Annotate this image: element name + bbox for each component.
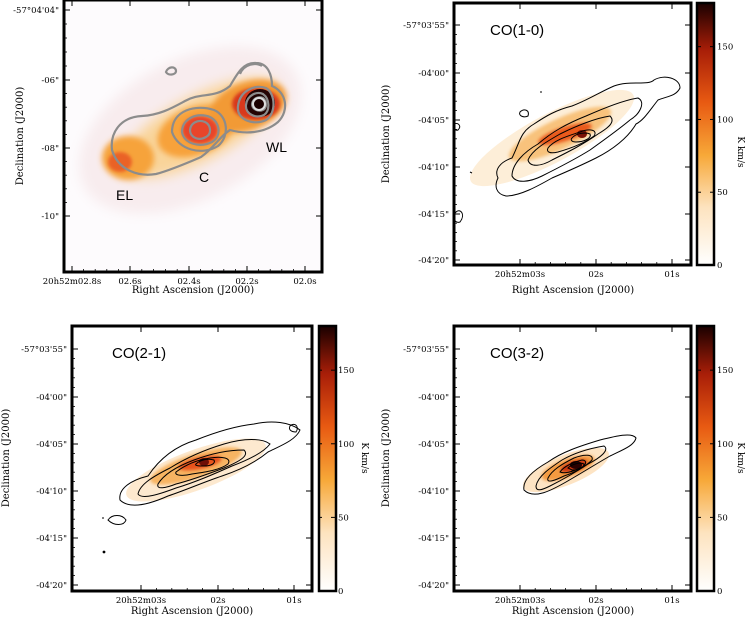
y-tick-label: -10" [41,212,59,222]
panel-co21: CO(2-1) K km/s [70,324,369,593]
x-axis-title: Right Ascension (J2000) [131,606,253,617]
colorbar-tick-label: 100 [338,440,354,450]
co32-title: CO(3-2) [490,345,544,362]
y-tick-label: -04'00" [418,69,449,79]
x-axis-title: Right Ascension (J2000) [132,285,254,296]
x-tick-label: 02s [210,596,225,606]
x-tick-label: 20h52m02.8s [43,277,101,287]
colorbar-tick-label: 150 [717,43,733,53]
panel-continuum: EL C WL [62,0,324,274]
co21-frame [70,324,314,593]
co21-colorbar-label: K km/s [359,442,369,474]
y-tick-label: -04'10" [36,487,67,497]
x-tick-label: 02s [588,596,603,606]
colorbar-tick-label: 0 [717,587,722,597]
colorbar-tick-label: 150 [717,366,733,376]
co10-title: CO(1-0) [490,22,544,39]
y-tick-label: -04'05" [418,440,449,450]
y-axis-title: Declination (J2000) [381,409,392,508]
co32-emission [522,447,610,493]
region-label-wl: WL [266,139,287,155]
x-tick-label: 01s [664,596,679,606]
co21-colorbar [319,326,336,591]
colorbar-tick-label: 0 [717,261,722,271]
co21-title: CO(2-1) [112,345,166,362]
co32-contours [523,434,637,495]
colorbar-tick-label: 50 [338,513,349,523]
region-label-el: EL [116,187,133,203]
y-tick-label: -04'10" [418,163,449,173]
x-axis-title: Right Ascension (J2000) [512,606,634,617]
colorbar-tick-label: 0 [338,587,343,597]
co10-colorbar-label: K km/s [735,136,745,168]
x-tick-label: 02s [588,270,603,280]
y-axis-title: Declination (J2000) [381,85,392,184]
co32-frame [452,324,693,593]
co10-colorbar [697,3,714,265]
y-tick-label: -04'20" [418,581,449,591]
x-tick-label: 02.2s [235,277,258,287]
y-tick-label: -04'15" [418,210,449,220]
co21-contours [102,421,301,525]
colorbar-tick-label: 50 [717,513,728,523]
y-axis-title: Declination (J2000) [1,409,12,508]
y-tick-label: -08" [41,144,59,154]
y-axis-title: Declination (J2000) [15,87,26,186]
x-tick-label: 01s [664,270,679,280]
region-label-c: C [199,169,209,185]
x-tick-label: 02.0s [293,277,316,287]
colorbar-tick-label: 150 [338,366,354,376]
y-tick-label: -04'15" [418,534,449,544]
co10-emission [469,89,635,187]
y-tick-label: -04'20" [418,256,449,266]
y-tick-label: -04'15" [36,534,67,544]
panel-co10: CO(1-0) K km/s [452,1,745,267]
y-tick-label: -57°03'55" [21,345,67,355]
co32-colorbar-label: K km/s [735,442,745,474]
y-tick-label: -04'20" [36,581,67,591]
y-tick-label: -57°04'04" [13,6,59,16]
axes-layer: 20h52m02.8s 02.6s 02.4s 02.2s 02.0s -57°04'04… [1,0,733,617]
x-tick-label: 01s [286,596,301,606]
continuum-frame [62,0,324,274]
colorbar-tick-label: 100 [717,115,733,125]
co21-dot [102,550,106,554]
co10-frame [452,1,693,267]
continuum-contours [110,61,287,176]
co32-colorbar [697,326,714,591]
co10-contours [454,76,681,223]
y-tick-label: -06" [41,76,59,86]
colorbar-tick-label: 50 [717,188,728,198]
x-tick-label: 20h52m03s [495,596,545,606]
x-tick-label: 20h52m03s [495,270,545,280]
panel-co32: CO(3-2) K km/s [452,324,745,593]
y-tick-label: -04'05" [418,116,449,126]
colorbar-tick-label: 100 [717,440,733,450]
x-axis-title: Right Ascension (J2000) [512,285,634,296]
x-tick-label: 02.6s [118,277,141,287]
y-tick-label: -04'10" [418,487,449,497]
x-tick-label: 20h52m03s [116,596,166,606]
continuum-peak-ring [252,97,266,111]
y-tick-label: -57°03'55" [403,345,449,355]
x-tick-label: 02.4s [177,277,200,287]
y-tick-label: -04'05" [36,440,67,450]
continuum-emission [64,0,322,272]
y-tick-label: -04'00" [36,393,67,403]
y-tick-label: -57°03'55" [403,21,449,31]
y-tick-label: -04'00" [418,393,449,403]
